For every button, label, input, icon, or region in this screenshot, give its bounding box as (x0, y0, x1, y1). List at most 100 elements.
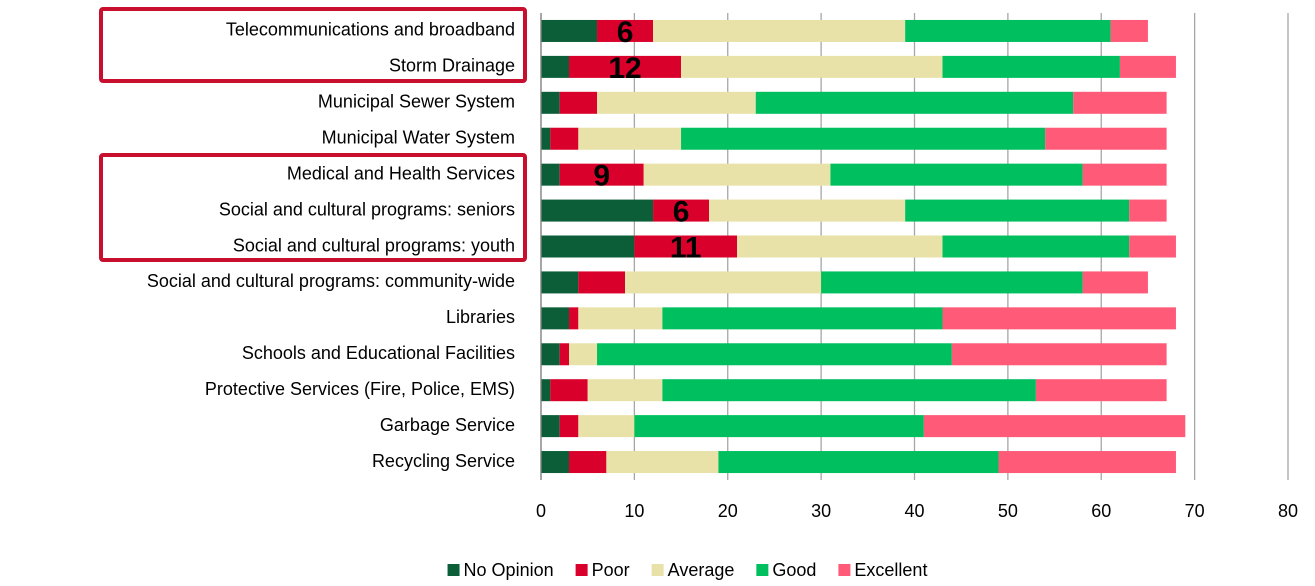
bar-segment (662, 379, 1036, 402)
bar-segment (541, 199, 654, 222)
bar-segment (1082, 163, 1167, 186)
data-label: 6 (673, 195, 690, 228)
y-tick-label: Schools and Educational Facilities (242, 343, 515, 363)
x-tick-label: 70 (1185, 501, 1205, 521)
highlight-box (99, 7, 527, 83)
bar-segment (541, 19, 598, 42)
bar-segment (541, 271, 579, 294)
legend-label: No Opinion (464, 560, 554, 580)
bar-segment (1110, 19, 1148, 42)
bar-segment (559, 163, 644, 186)
bar-segment (559, 343, 570, 366)
bar-segment (718, 451, 999, 474)
bar-segment (1119, 55, 1176, 78)
bar-segment (1082, 271, 1148, 294)
bar-segment (942, 307, 1176, 330)
legend-swatch (756, 564, 769, 576)
bar-segment (578, 271, 626, 294)
legend-swatch (447, 564, 460, 576)
bar-segment (681, 55, 943, 78)
highlight-box (99, 153, 527, 262)
bar-segment (597, 91, 756, 114)
bar-segment (634, 235, 738, 258)
data-label: 9 (593, 160, 610, 193)
y-tick-label: Social and cultural programs: youth (233, 235, 515, 255)
bar-segment (541, 451, 570, 474)
bar-segment (1045, 127, 1167, 150)
bar-segment (755, 91, 1074, 114)
bar-segment (1035, 379, 1167, 402)
x-tick-label: 20 (718, 501, 738, 521)
y-tick-label: Garbage Service (380, 415, 515, 435)
bar-segment (541, 307, 570, 330)
bar-segment (821, 271, 1083, 294)
bar-segment (951, 343, 1167, 366)
x-tick-label: 0 (536, 501, 546, 521)
bar-segment (597, 343, 952, 366)
y-tick-label: Telecommunications and broadband (226, 20, 515, 40)
bar-segment (550, 127, 579, 150)
bar-segment (923, 415, 1186, 438)
bar-segment (541, 415, 560, 438)
bar-segment (550, 379, 588, 402)
bar-segment (559, 415, 579, 438)
legend-swatch (838, 564, 851, 576)
data-label: 6 (617, 16, 634, 49)
y-tick-label: Protective Services (Fire, Police, EMS) (205, 379, 515, 399)
y-tick-label: Municipal Sewer System (318, 92, 515, 112)
bar-segment (709, 199, 906, 222)
bar-segment (569, 343, 598, 366)
bar-segment (541, 163, 560, 186)
bar-segment (587, 379, 663, 402)
x-tick-label: 40 (904, 501, 924, 521)
y-tick-label: Municipal Water System (322, 127, 515, 147)
bar-segment (662, 307, 943, 330)
bar-segment (578, 415, 635, 438)
bar-segment (541, 343, 560, 366)
x-tick-label: 10 (624, 501, 644, 521)
y-tick-label: Social and cultural programs: seniors (219, 199, 515, 219)
bar-segment (569, 307, 579, 330)
bar-segment (541, 91, 560, 114)
legend-label: Excellent (854, 560, 927, 580)
bar-segment (1073, 91, 1167, 114)
x-tick-label: 30 (811, 501, 831, 521)
bar-segment (625, 271, 822, 294)
bar-segment (1129, 199, 1167, 222)
legend-label: Average (668, 560, 735, 580)
bar-segment (578, 307, 663, 330)
bar-segment (830, 163, 1083, 186)
y-tick-label: Storm Drainage (389, 56, 515, 76)
y-tick-label: Recycling Service (372, 451, 515, 471)
bar-segment (569, 55, 682, 78)
bar-segment (681, 127, 1046, 150)
bar-segment (606, 451, 719, 474)
bar-segment (541, 127, 551, 150)
bar-segment (998, 451, 1176, 474)
bar-segment (578, 127, 682, 150)
legend-swatch (651, 564, 664, 576)
legend-label: Good (772, 560, 816, 580)
bar-segment (559, 91, 598, 114)
bar-segment (634, 415, 924, 438)
bar-segment (942, 55, 1120, 78)
bar-segment (905, 19, 1111, 42)
bar-segment (541, 235, 635, 258)
x-tick-label: 50 (998, 501, 1018, 521)
x-tick-label: 80 (1278, 501, 1298, 521)
bar-segment (942, 235, 1130, 258)
bar-segment (905, 199, 1130, 222)
bar-segment (541, 379, 551, 402)
data-label: 12 (608, 52, 641, 85)
bar-segment (653, 19, 906, 42)
bar-segment (643, 163, 831, 186)
y-tick-label: Libraries (446, 307, 515, 327)
data-label: 11 (670, 231, 702, 264)
bar-segment (569, 451, 607, 474)
bar-segment (597, 19, 654, 42)
y-tick-label: Medical and Health Services (287, 163, 515, 183)
bar-segment (653, 199, 710, 222)
bar-segment (1129, 235, 1176, 258)
legend-label: Poor (592, 560, 630, 580)
